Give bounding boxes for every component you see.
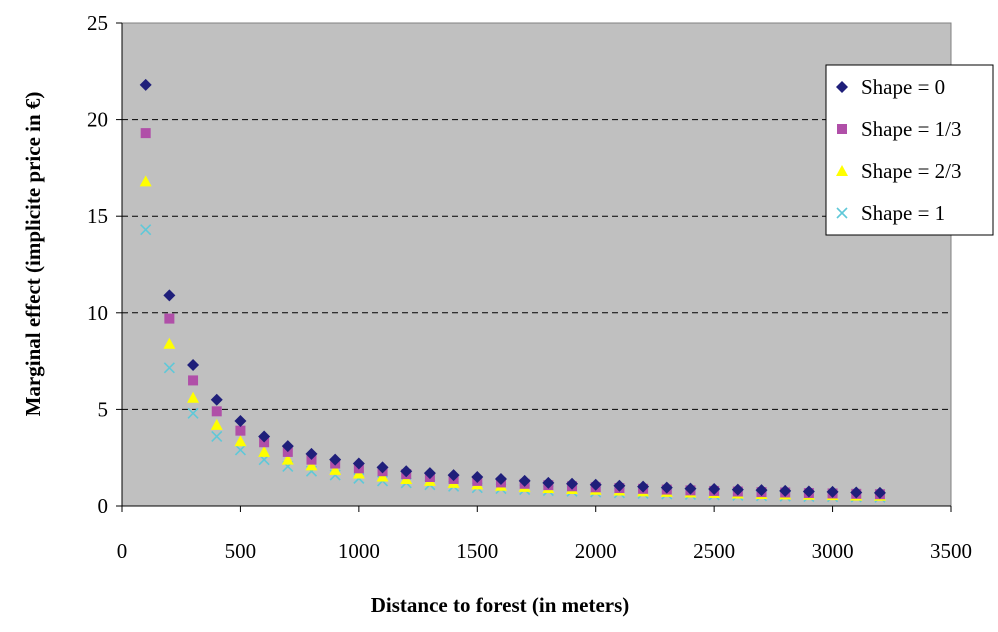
- data-point: [423, 467, 436, 480]
- legend-label-shape-1: Shape = 1: [861, 201, 945, 225]
- data-point: [211, 406, 222, 417]
- axes: [116, 22, 952, 512]
- x-axis-title: Distance to forest (in meters): [371, 593, 630, 617]
- data-point: [850, 486, 863, 499]
- data-point: [400, 465, 413, 478]
- data-point: [187, 391, 200, 403]
- data-point: [234, 444, 246, 456]
- gridlines: [122, 119, 951, 410]
- legend-marker: [836, 207, 848, 219]
- data-point: [376, 461, 389, 474]
- data-point: [566, 477, 579, 490]
- data-point: [352, 457, 365, 470]
- x-tick-label: 0: [117, 539, 128, 563]
- y-tick-label: 5: [98, 397, 109, 421]
- data-point: [589, 478, 602, 491]
- data-point: [826, 485, 839, 498]
- data-point: [139, 175, 152, 187]
- data-point: [802, 485, 815, 498]
- data-point: [188, 375, 199, 386]
- data-point: [542, 476, 555, 489]
- data-point: [210, 393, 223, 406]
- data-point: [140, 224, 152, 236]
- data-point: [637, 480, 650, 493]
- data-point: [234, 414, 247, 427]
- y-tick-label: 10: [87, 301, 108, 325]
- data-point: [258, 430, 271, 443]
- x-tick-labels: 0 500 1000 1500 2000 2500 3000 3500: [117, 539, 972, 563]
- data-point: [163, 289, 176, 302]
- legend-label-shape-0: Shape = 0: [861, 75, 945, 99]
- data-point: [187, 407, 199, 419]
- data-point: [210, 418, 223, 430]
- data-point: [873, 486, 886, 499]
- x-tick-label: 2000: [575, 539, 617, 563]
- plot-area: [121, 22, 952, 507]
- data-point: [305, 447, 318, 460]
- data-point: [281, 453, 294, 465]
- data-point: [471, 471, 484, 484]
- data-point: [163, 337, 176, 349]
- y-axis-title: Marginal effect (implicite price in €): [21, 92, 45, 417]
- data-point: [305, 459, 318, 471]
- data-point: [731, 483, 744, 496]
- y-tick-labels: 0 5 10 15 20 25: [87, 11, 108, 518]
- legend-marker: [836, 81, 848, 93]
- data-point: [258, 445, 271, 457]
- data-point: [660, 481, 673, 494]
- x-tick-label: 2500: [693, 539, 735, 563]
- data-points: [139, 78, 886, 503]
- legend-marker: [837, 124, 847, 134]
- legend-marker: [836, 165, 848, 176]
- data-point: [164, 313, 175, 324]
- data-point: [235, 425, 246, 436]
- data-point: [494, 472, 507, 485]
- x-tick-label: 3500: [930, 539, 972, 563]
- data-point: [779, 484, 792, 497]
- data-point: [755, 484, 768, 497]
- data-point: [187, 358, 200, 371]
- data-point: [613, 479, 626, 492]
- data-point: [234, 435, 247, 447]
- y-tick-label: 25: [87, 11, 108, 35]
- x-tick-label: 1000: [338, 539, 380, 563]
- y-tick-label: 20: [87, 108, 108, 132]
- data-point: [518, 474, 531, 487]
- data-point: [163, 362, 175, 374]
- data-point: [684, 482, 697, 495]
- legend: Shape = 0 Shape = 1/3 Shape = 2/3 Shape …: [825, 64, 994, 236]
- data-point: [211, 430, 223, 443]
- legend-label-shape-1-3: Shape = 1/3: [861, 117, 962, 141]
- legend-markers: [836, 81, 848, 219]
- x-tick-label: 1500: [456, 539, 498, 563]
- data-point: [329, 453, 342, 466]
- legend-box: [825, 64, 994, 236]
- data-point: [708, 482, 721, 495]
- data-point: [139, 78, 152, 91]
- data-point: [329, 463, 342, 475]
- legend-label-shape-2-3: Shape = 2/3: [861, 159, 962, 183]
- y-tick-label: 0: [98, 494, 109, 518]
- x-tick-label: 500: [225, 539, 257, 563]
- data-point: [140, 128, 151, 139]
- y-tick-label: 15: [87, 204, 108, 228]
- data-point: [447, 469, 460, 482]
- x-tick-label: 3000: [812, 539, 854, 563]
- data-point: [281, 440, 294, 453]
